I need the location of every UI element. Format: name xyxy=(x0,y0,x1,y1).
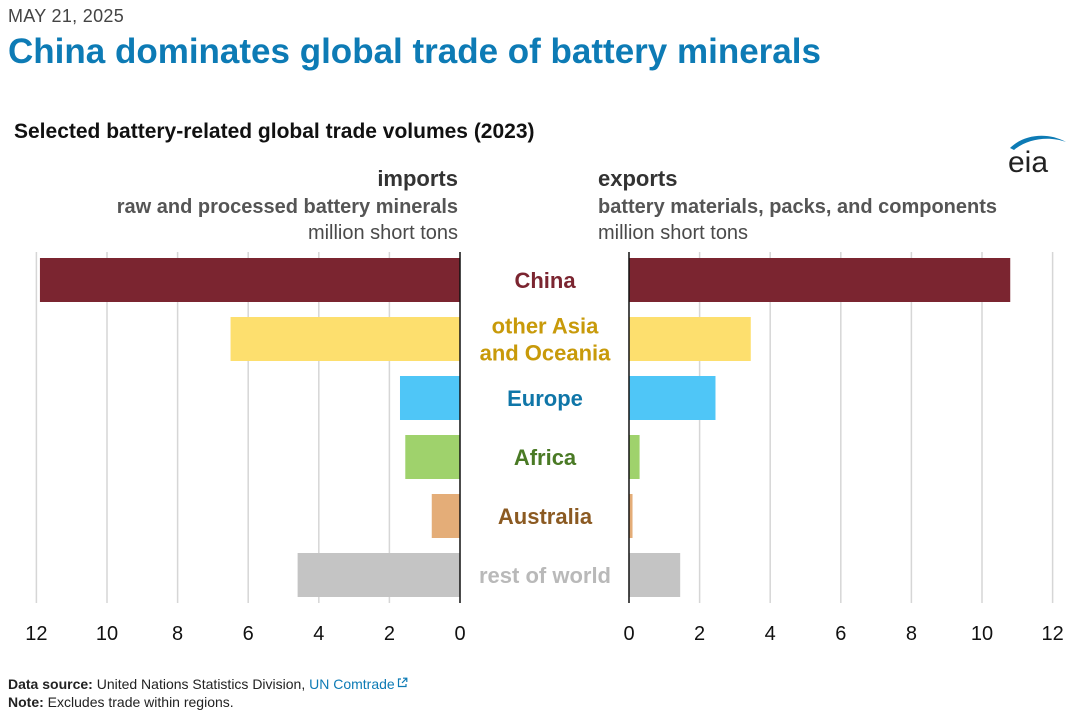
exports-description: battery materials, packs, and components xyxy=(598,196,998,218)
category-label: Europe xyxy=(507,386,583,411)
external-link-icon[interactable] xyxy=(397,677,408,688)
exports-tick-label: 2 xyxy=(694,623,705,645)
imports-tick-label: 10 xyxy=(96,623,118,645)
category-label: China xyxy=(514,268,576,293)
data-source-text: United Nations Statistics Division, xyxy=(96,676,306,692)
category-label: and Oceania xyxy=(480,341,612,366)
category-label: Australia xyxy=(498,504,593,529)
exports-heading: exports xyxy=(598,166,678,191)
imports-bar xyxy=(297,553,460,597)
category-label: rest of world xyxy=(479,563,611,588)
exports-tick-label: 6 xyxy=(835,623,846,645)
imports-bar xyxy=(39,258,461,302)
imports-bar xyxy=(399,376,460,420)
exports-tick-label: 8 xyxy=(906,623,917,645)
exports-bar xyxy=(629,553,681,597)
exports-bar xyxy=(629,376,716,420)
chart-title: Selected battery-related global trade vo… xyxy=(14,120,535,143)
exports-bar xyxy=(629,494,633,538)
exports-bar xyxy=(629,317,751,361)
imports-tick-label: 4 xyxy=(313,623,324,645)
imports-description: raw and processed battery minerals xyxy=(116,196,458,218)
imports-heading: imports xyxy=(377,166,458,191)
eia-logo-icon[interactable]: eia xyxy=(1004,126,1070,176)
imports-tick-label: 12 xyxy=(25,623,47,645)
note-text: Excludes trade within regions. xyxy=(47,694,234,710)
imports-tick-label: 0 xyxy=(454,623,465,645)
data-source-label: Data source: xyxy=(8,676,93,692)
imports-tick-label: 8 xyxy=(172,623,183,645)
exports-tick-label: 4 xyxy=(765,623,776,645)
eia-logo-text: eia xyxy=(1008,146,1048,176)
imports-bar xyxy=(431,494,460,538)
imports-unit: million short tons xyxy=(307,222,458,244)
exports-bar xyxy=(629,435,640,479)
category-label: other Asia xyxy=(492,314,600,339)
exports-tick-label: 0 xyxy=(623,623,634,645)
date-label: MAY 21, 2025 xyxy=(8,6,125,26)
exports-tick-label: 10 xyxy=(971,623,993,645)
un-comtrade-link[interactable]: UN Comtrade xyxy=(309,676,395,692)
note-label: Note: xyxy=(8,694,44,710)
imports-bar xyxy=(405,435,460,479)
imports-tick-label: 2 xyxy=(384,623,395,645)
note-line: Note: Excludes trade within regions. xyxy=(8,694,234,710)
data-source-line: Data source: United Nations Statistics D… xyxy=(8,676,408,692)
page-headline: China dominates global trade of battery … xyxy=(8,32,821,71)
exports-tick-label: 12 xyxy=(1041,623,1063,645)
exports-unit: million short tons xyxy=(598,222,749,244)
imports-tick-label: 6 xyxy=(243,623,254,645)
category-label: Africa xyxy=(514,445,577,470)
exports-bar xyxy=(629,258,1011,302)
imports-bar xyxy=(230,317,460,361)
